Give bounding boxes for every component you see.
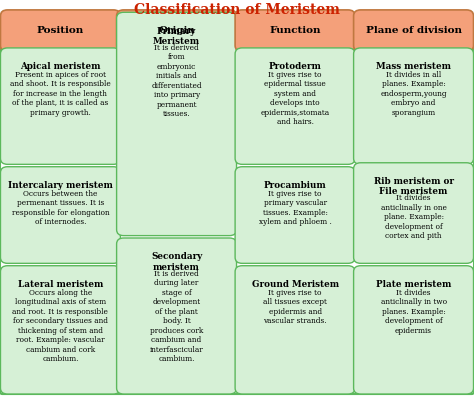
FancyBboxPatch shape [235,167,355,263]
Text: Primary
Meristem: Primary Meristem [153,27,200,46]
Text: It is derived
from
embryonic
initials and
differentiated
into primary
permanent
: It is derived from embryonic initials an… [151,44,202,118]
FancyBboxPatch shape [0,18,474,394]
FancyBboxPatch shape [0,10,120,51]
Text: Classification of Meristem: Classification of Meristem [134,3,340,17]
FancyBboxPatch shape [117,12,237,236]
Text: It divides
anticlinally in two
planes. Example:
development of
epidermis: It divides anticlinally in two planes. E… [381,289,447,335]
FancyBboxPatch shape [0,167,120,263]
FancyBboxPatch shape [354,48,474,164]
Text: Origin: Origin [158,26,195,35]
Text: Plate meristem: Plate meristem [376,280,451,289]
Text: Apical meristem: Apical meristem [20,62,100,71]
Text: Ground Meristem: Ground Meristem [252,280,338,289]
Text: Secondary
meristem: Secondary meristem [151,252,202,272]
FancyBboxPatch shape [117,238,237,394]
FancyBboxPatch shape [354,266,474,394]
Text: Rib meristem or
File meristem: Rib meristem or File meristem [374,177,454,196]
Text: It is derived
during later
stage of
development
of the plant
body. It
produces c: It is derived during later stage of deve… [150,270,203,363]
Text: Occurs between the
permenant tissues. It is
responsible for elongation
of intern: Occurs between the permenant tissues. It… [12,190,109,226]
Text: It gives rise to
all tissues except
epidermis and
vascular strands.: It gives rise to all tissues except epid… [263,289,327,325]
Text: Intercalary meristem: Intercalary meristem [8,181,113,190]
Text: Plane of division: Plane of division [365,26,462,35]
Text: Procambium: Procambium [264,181,327,190]
Text: It divides
anticlinally in one
plane. Example:
development of
cortex and pith: It divides anticlinally in one plane. Ex… [381,194,447,240]
Text: Lateral meristem: Lateral meristem [18,280,103,289]
FancyBboxPatch shape [354,163,474,263]
Text: Position: Position [37,26,84,35]
FancyBboxPatch shape [235,266,355,394]
FancyBboxPatch shape [0,266,120,394]
Text: Present in apices of root
and shoot. It is responsible
for increase in the lengt: Present in apices of root and shoot. It … [10,71,111,117]
Text: It gives rise to
primary vascular
tissues. Example:
xylem and phloem .: It gives rise to primary vascular tissue… [259,190,331,226]
FancyBboxPatch shape [0,48,120,164]
Text: It divides in all
planes. Example:
endosperm,young
embryo and
sporangium: It divides in all planes. Example: endos… [380,71,447,117]
FancyBboxPatch shape [354,10,474,51]
Text: It gives rise to
epidermal tissue
system and
develops into
epidermis,stomata
and: It gives rise to epidermal tissue system… [261,71,329,126]
FancyBboxPatch shape [235,48,355,164]
Text: Mass meristem: Mass meristem [376,62,451,71]
FancyBboxPatch shape [117,10,237,51]
Text: Occurs along the
longitudinal axis of stem
and root. It is responsible
for secon: Occurs along the longitudinal axis of st… [12,289,109,363]
Text: Function: Function [269,26,321,35]
FancyBboxPatch shape [235,10,355,51]
Text: Protoderm: Protoderm [269,62,321,71]
